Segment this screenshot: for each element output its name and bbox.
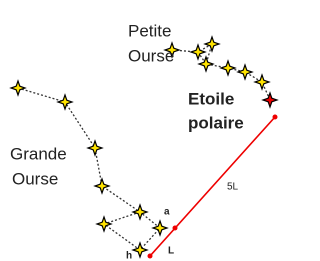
red-dot: [148, 254, 153, 259]
pointer-line: [150, 117, 275, 256]
label: Etoile: [188, 89, 234, 108]
star-label: a: [164, 207, 170, 218]
label: polaire: [188, 113, 244, 132]
label: Grande: [10, 144, 67, 163]
distance-label: 5L: [227, 182, 239, 193]
label: Petite: [128, 21, 171, 40]
star-label: h: [126, 251, 132, 261]
red-dot: [173, 226, 178, 231]
label: Ourse: [12, 169, 58, 188]
star-label: L: [168, 246, 174, 257]
red-dot: [273, 115, 278, 120]
diagram: Petite Ourse Etoile polaire Grande Ourse…: [0, 0, 297, 261]
label: Ourse: [128, 46, 174, 65]
